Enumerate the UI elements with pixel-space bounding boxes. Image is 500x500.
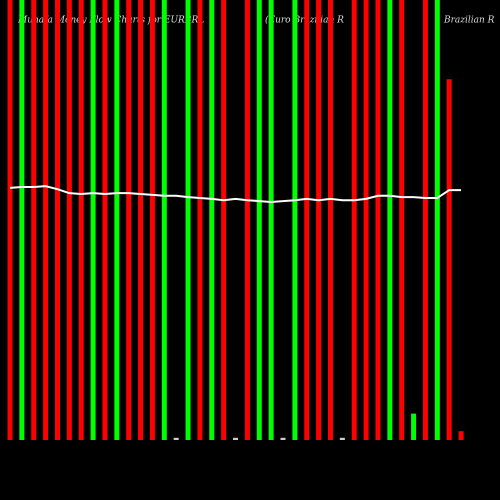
volume-bar [316, 0, 322, 440]
volume-bar [7, 0, 13, 440]
volume-bar [268, 0, 274, 440]
volume-bar [126, 0, 132, 440]
volume-bar [209, 0, 215, 440]
volume-bar [327, 0, 333, 440]
volume-bar [138, 0, 144, 440]
price-line [9, 185, 462, 203]
volume-bar [244, 0, 250, 440]
volume-bar [161, 0, 167, 440]
volume-bar [233, 437, 239, 440]
chart-annotation: Brazilian R [443, 16, 495, 26]
volume-bar [185, 0, 191, 440]
volume-bar [363, 0, 369, 440]
volume-bar [173, 437, 179, 440]
volume-bar [149, 0, 155, 440]
volume-bar [399, 0, 405, 440]
volume-bar [66, 0, 72, 440]
volume-bar [375, 0, 381, 440]
volume-bar [197, 0, 203, 440]
volume-bar [31, 0, 37, 440]
volume-bar [43, 0, 49, 440]
volume-bar [256, 0, 262, 440]
volume-bar [78, 0, 84, 440]
volume-bar [54, 0, 60, 440]
volume-bar [19, 0, 25, 440]
volume-bar [351, 0, 357, 440]
volume-bar [280, 437, 286, 440]
volume-bar [90, 0, 96, 440]
volume-bar [434, 0, 440, 440]
volume-bar [458, 431, 464, 440]
volume-bar [422, 0, 428, 440]
volume-bar [411, 413, 417, 440]
chart-title: Munafa Money Flow Charts for EURBRL [17, 16, 204, 26]
volume-bar [446, 79, 452, 440]
volume-bar [292, 0, 298, 440]
volume-bar [304, 0, 310, 440]
volume-bar [221, 0, 227, 440]
volume-bar [114, 0, 120, 440]
volume-bar [102, 0, 108, 440]
volume-bar [387, 0, 393, 440]
volume-bar [339, 437, 345, 440]
